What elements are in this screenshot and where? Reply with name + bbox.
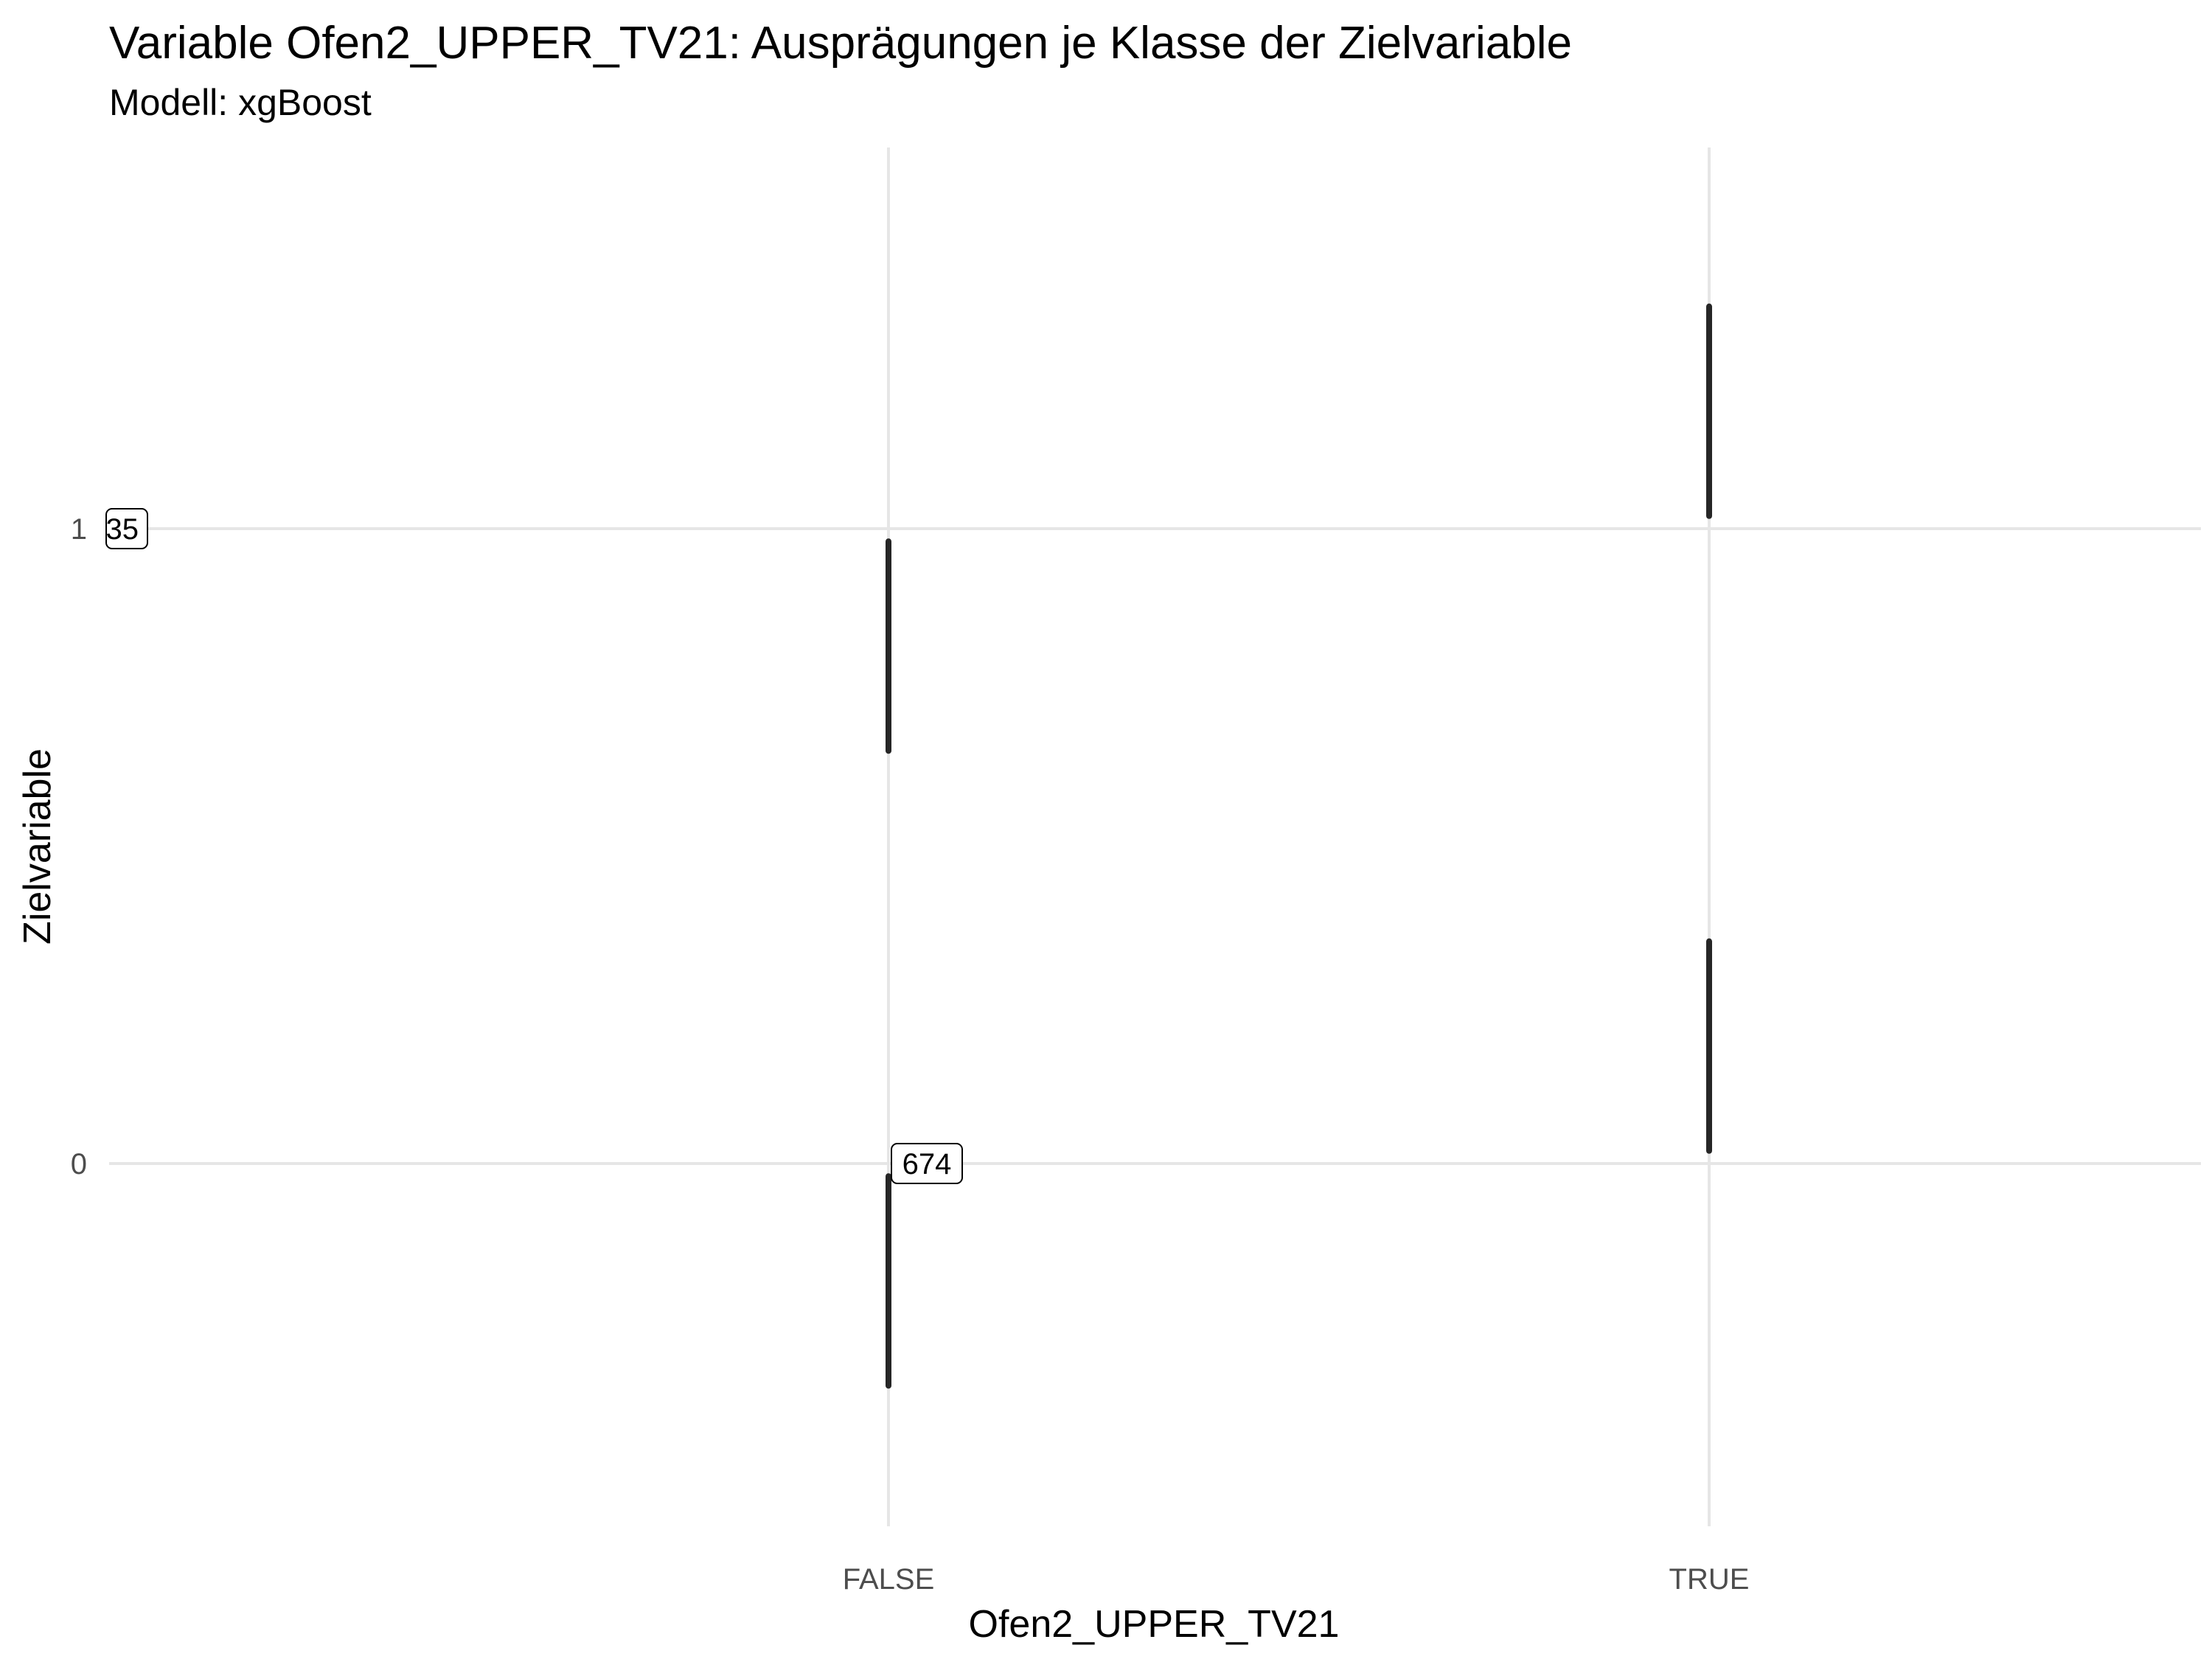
data-marks [886, 303, 1712, 1389]
data-label-box [105, 508, 148, 549]
x-tick-label-true: TRUE [1669, 1563, 1750, 1596]
x-axis-title: Ofen2_UPPER_TV21 [969, 1603, 1340, 1646]
y-tick-label-0: 0 [71, 1148, 87, 1180]
chart-title: Variable Ofen2_UPPER_TV21: Ausprägungen … [109, 18, 1572, 69]
data-labels: 35 674 [105, 508, 963, 1184]
x-tick-label-false: FALSE [843, 1563, 935, 1596]
data-label-false-0: 674 [891, 1143, 963, 1184]
data-label-text: 35 [106, 513, 139, 546]
y-axis-title: Zielvariable [16, 748, 59, 945]
axis-ticks: FALSE TRUE 0 1 [71, 513, 1750, 1596]
data-label-false-1: 35 [105, 508, 148, 549]
chart-subtitle: Modell: xgBoost [109, 82, 372, 123]
data-label-box [891, 1143, 963, 1184]
gridlines [109, 147, 2201, 1526]
y-tick-label-1: 1 [71, 513, 87, 546]
data-label-text: 674 [902, 1148, 952, 1180]
